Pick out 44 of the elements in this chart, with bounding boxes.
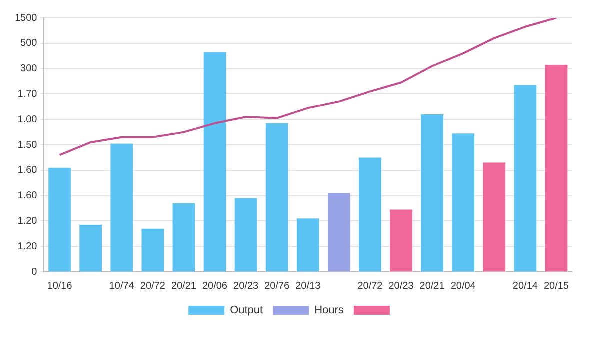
text: 1.50 (18, 140, 38, 151)
bar (266, 123, 288, 272)
x-tick-label: 20/13 (296, 280, 322, 292)
x-tick-label: 20/21 (420, 280, 446, 292)
bar (359, 158, 382, 272)
text: 500 (20, 38, 38, 50)
text: 1.60 (18, 190, 38, 202)
bar (514, 85, 537, 272)
bar (452, 134, 475, 272)
bar (172, 203, 196, 272)
x-tick-label: 20/04 (450, 280, 476, 292)
text: 1.70 (18, 88, 38, 100)
text: 1.20 (18, 216, 38, 227)
bar (234, 198, 258, 272)
bar (48, 168, 71, 272)
text: 300 (20, 64, 38, 75)
bar (204, 52, 226, 272)
x-tick-label: 20/15 (544, 280, 570, 292)
text: 1.00 (18, 114, 38, 126)
bar (296, 218, 320, 272)
x-tick-label: 20/21 (171, 280, 197, 292)
x-tick-label: 20/23 (388, 280, 414, 292)
x-tick-label: 10/16 (47, 280, 73, 292)
bar (80, 225, 102, 272)
x-tick-label: 20/72 (358, 280, 384, 292)
bar (328, 193, 350, 272)
bar (545, 64, 568, 272)
legend-label: Output (230, 304, 264, 317)
text: 1500 (14, 12, 38, 24)
legend-label: Hours (314, 304, 344, 317)
x-tick-label: 20/76 (264, 280, 290, 292)
text: 1.20 (18, 241, 38, 252)
x-tick-label: 20/72 (140, 280, 166, 292)
text: 1.60 (18, 165, 38, 176)
bar (110, 144, 134, 272)
text: 0 (32, 266, 38, 278)
x-tick-label: 20/23 (234, 280, 259, 292)
x-tick-label: 20/06 (202, 280, 228, 292)
bar (421, 114, 444, 272)
bar (142, 228, 164, 272)
x-tick-label: 10/74 (109, 280, 135, 292)
x-tick-label: 20/14 (512, 280, 538, 292)
bar (483, 162, 506, 272)
bar (390, 210, 412, 272)
